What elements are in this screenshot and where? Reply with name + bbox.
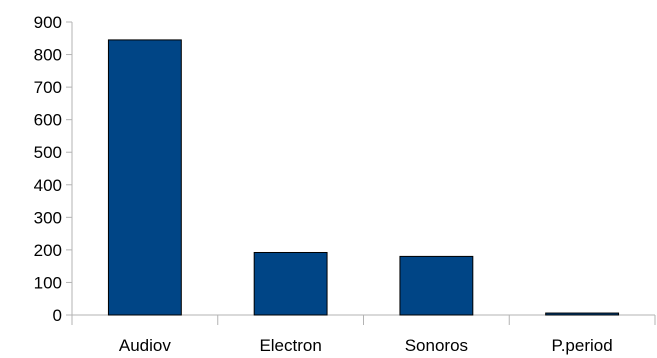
y-tick-label: 0 [53, 306, 62, 325]
y-tick-label: 900 [34, 13, 62, 32]
x-tick-label: P.period [552, 336, 613, 355]
y-tick-label: 300 [34, 208, 62, 227]
x-tick-label: Electron [259, 336, 321, 355]
y-axis: 0 100 200 300 400 500 600 700 800 900 [34, 13, 73, 325]
y-tick-label: 600 [34, 111, 62, 130]
y-tick-label: 800 [34, 46, 62, 65]
y-tick-label: 200 [34, 241, 62, 260]
x-axis: Audiov Electron Sonoros P.period [71, 314, 656, 355]
bar-sonoros [399, 255, 474, 316]
x-tick-label: Sonoros [405, 336, 468, 355]
y-tick-label: 500 [34, 143, 62, 162]
bar-electron [253, 251, 328, 316]
x-tick-label: Audiov [119, 336, 171, 355]
y-tick-label: 100 [34, 273, 62, 292]
bars [107, 39, 620, 316]
y-tick-label: 400 [34, 176, 62, 195]
y-tick-label: 700 [34, 78, 62, 97]
bar-audiov [107, 39, 182, 316]
bar-p-period [545, 312, 620, 316]
